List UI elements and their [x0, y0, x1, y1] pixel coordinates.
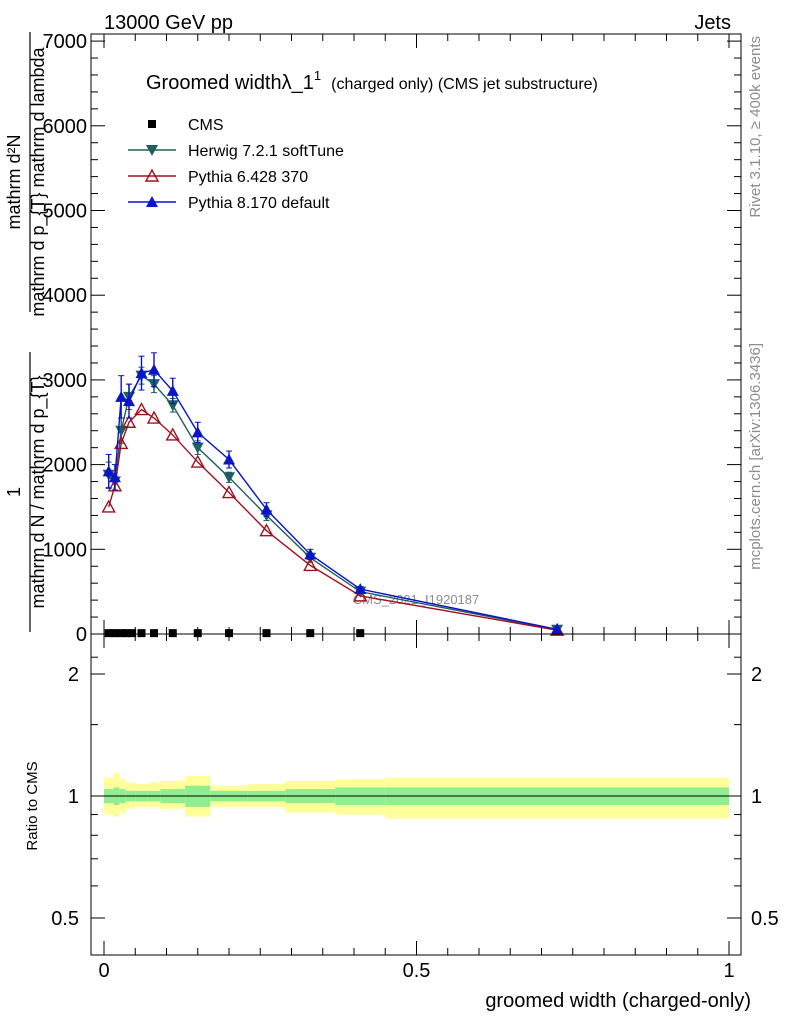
y-tick-label: 2000 — [43, 455, 88, 477]
y-tick-label: 4000 — [43, 285, 88, 307]
ratio-y-tick-label: 1 — [68, 786, 79, 808]
data-point — [223, 472, 235, 484]
legend-label: Pythia 6.428 370 — [188, 169, 308, 186]
data-point — [117, 629, 126, 638]
data-point — [166, 400, 179, 412]
ratio-plot-panel: 0.5 0.5 1 1 2 2 0 0.5 1 Ratio to CMS groomed wid… — [24, 633, 779, 1012]
data-point — [191, 426, 204, 438]
main-plot-panel: CMS_2021_I1920187 1000200030004000500060… — [4, 31, 742, 646]
data-point — [306, 629, 315, 638]
data-point — [121, 414, 137, 428]
series-3 — [102, 352, 564, 635]
ratio-y-tick-label: 2 — [68, 664, 79, 686]
ylabel-denominator: mathrm d p_{T} mathrm d lambda — [28, 46, 49, 316]
data-point — [165, 427, 180, 441]
series-line — [108, 368, 558, 631]
x-axis-label: groomed width (charged-only) — [485, 990, 751, 1012]
data-point — [102, 465, 115, 477]
x-tick-label: 0 — [98, 960, 109, 982]
data-point — [551, 623, 564, 635]
legend-marker — [148, 120, 156, 128]
legend-marker — [146, 196, 158, 207]
series-line — [108, 374, 558, 631]
data-point — [166, 384, 179, 396]
legend-entry: Pythia 6.428 370 — [128, 168, 308, 186]
data-point — [110, 629, 119, 638]
y-tick-label: 6000 — [43, 116, 88, 138]
x-tick-label: 1 — [723, 960, 734, 982]
data-point — [135, 367, 148, 379]
data-point — [108, 471, 121, 483]
side-label-top: Rivet 3.1.10, ≥ 400k events — [747, 36, 764, 218]
ylabel-prefix-den: mathrm d N / mathrm d p_{T} — [28, 375, 49, 608]
series-0 — [104, 629, 365, 638]
data-point — [137, 629, 146, 638]
data-point — [101, 499, 116, 513]
ratio-y-tick-label: 1 — [751, 786, 762, 808]
y-tick-label: 7000 — [43, 31, 88, 53]
data-point — [168, 629, 177, 638]
data-point — [148, 363, 160, 375]
data-point — [107, 478, 123, 492]
header-left: 13000 GeV pp — [104, 12, 233, 34]
y-tick-label: 0 — [76, 624, 87, 646]
data-point — [354, 583, 367, 595]
ratio-y-tick-label: 0.5 — [751, 908, 779, 930]
y-tick-label: 3000 — [43, 370, 88, 392]
legend-entry: Herwig 7.2.1 softTune — [128, 143, 344, 160]
data-point — [356, 629, 365, 638]
ylabel-numerator: mathrm d²N — [4, 134, 24, 229]
legend-label: Herwig 7.2.1 softTune — [188, 143, 344, 160]
ratio-y-label: Ratio to CMS — [24, 761, 41, 850]
data-point — [128, 629, 137, 638]
data-point — [259, 523, 274, 537]
data-point — [262, 629, 271, 638]
data-point — [150, 629, 158, 638]
y-tick-label: 5000 — [43, 201, 88, 223]
data-point — [304, 548, 317, 560]
legend-marker — [144, 168, 160, 182]
data-point — [191, 442, 204, 454]
header-right: Jets — [694, 12, 731, 34]
data-point — [123, 395, 135, 407]
legend-entry: Pythia 8.170 default — [128, 195, 330, 212]
series-line — [108, 408, 558, 631]
legend-label: CMS — [188, 117, 224, 134]
data-point — [121, 629, 130, 638]
legend: CMS Herwig 7.2.1 softTune Pythia 6.428 370… — [128, 117, 344, 212]
data-point — [104, 629, 113, 638]
legend-label: Pythia 8.170 default — [188, 195, 330, 212]
y-axis-label: 1 mathrm d N / mathrm d p_{T} mathrm d²N… — [4, 32, 49, 632]
data-point — [260, 503, 273, 515]
data-point — [190, 454, 205, 468]
series-2 — [101, 402, 565, 636]
data-point — [146, 410, 162, 424]
legend-entry: CMS — [148, 117, 224, 134]
data-point — [134, 402, 149, 416]
data-point — [221, 485, 237, 499]
data-point — [223, 453, 235, 465]
y-tick-label: 1000 — [43, 539, 88, 561]
x-tick-label: 0.5 — [403, 960, 431, 982]
ratio-y-tick-label: 2 — [751, 664, 762, 686]
side-label-bottom: mcplots.cern.ch [arXiv:1306.3436] — [747, 343, 764, 570]
data-point — [303, 557, 318, 572]
ylabel-prefix-num: 1 — [4, 487, 24, 497]
chart-title: Groomed widthλ_11(charged only) (CMS jet… — [146, 68, 598, 94]
ratio-y-tick-label: 0.5 — [51, 908, 79, 930]
data-point — [115, 390, 128, 402]
legend-marker — [146, 145, 158, 156]
series-1 — [102, 366, 564, 636]
data-point — [353, 588, 368, 602]
